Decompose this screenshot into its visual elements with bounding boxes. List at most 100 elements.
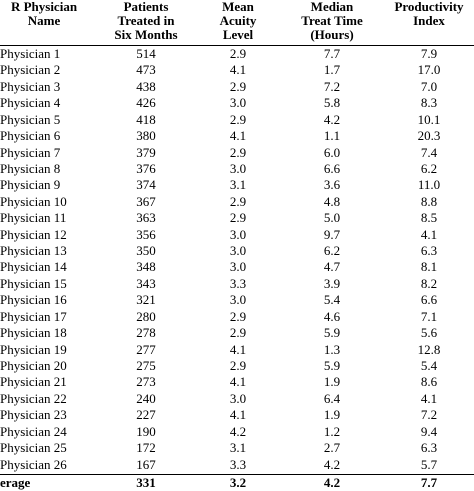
treat-time-cell: 5.0 bbox=[323, 210, 341, 226]
physician-name-cell: Physician 2 bbox=[0, 62, 61, 78]
table-row: Physician 15 343 3.3 3.9 8.2 bbox=[0, 276, 474, 292]
average-patients: 331 bbox=[136, 474, 156, 490]
patients-cell: 273 bbox=[136, 374, 156, 390]
treat-time-cell: 4.2 bbox=[323, 456, 341, 472]
table-row: Physician 21 273 4.1 1.9 8.6 bbox=[0, 374, 474, 390]
productivity-cell: 10.1 bbox=[417, 111, 441, 127]
treat-time-cell: 5.8 bbox=[323, 95, 341, 111]
acuity-cell: 2.9 bbox=[229, 78, 247, 94]
patients-cell: 374 bbox=[136, 177, 156, 193]
table-row: Physician 4 426 3.0 5.8 8.3 bbox=[0, 95, 474, 111]
physician-name-cell: Physician 5 bbox=[0, 111, 61, 127]
physician-name-cell: Physician 3 bbox=[0, 78, 61, 94]
productivity-cell: 8.8 bbox=[420, 193, 438, 209]
treat-time-cell: 1.7 bbox=[323, 62, 341, 78]
table-row: Physician 25 172 3.1 2.7 6.3 bbox=[0, 440, 474, 456]
physician-name-cell: Physician 23 bbox=[0, 407, 67, 423]
table-header: R Physician Name Patients Treated in Six… bbox=[0, 0, 474, 46]
physician-name-cell: Physician 13 bbox=[0, 243, 67, 259]
header-mean-acuity: Mean Acuity Level bbox=[219, 0, 257, 42]
table-row: Physician 11 363 2.9 5.0 8.5 bbox=[0, 210, 474, 226]
treat-time-cell: 1.3 bbox=[323, 341, 341, 357]
physician-name-cell: Physician 19 bbox=[0, 341, 67, 357]
physician-name-cell: Physician 6 bbox=[0, 128, 61, 144]
table-row: Physician 10 367 2.9 4.8 8.8 bbox=[0, 194, 474, 210]
table-row: Physician 22 240 3.0 6.4 4.1 bbox=[0, 391, 474, 407]
physician-name-cell: Physician 21 bbox=[0, 374, 67, 390]
treat-time-cell: 1.2 bbox=[323, 423, 341, 439]
physician-name-cell: Physician 4 bbox=[0, 95, 61, 111]
header-rule bbox=[0, 45, 474, 46]
patients-cell: 418 bbox=[136, 111, 156, 127]
table-row: Physician 1 514 2.9 7.7 7.9 bbox=[0, 46, 474, 62]
acuity-cell: 3.1 bbox=[229, 440, 247, 456]
treat-time-cell: 3.9 bbox=[323, 275, 341, 291]
physician-name-cell: Physician 9 bbox=[0, 177, 61, 193]
patients-cell: 380 bbox=[136, 128, 156, 144]
acuity-cell: 2.9 bbox=[229, 111, 247, 127]
patients-cell: 379 bbox=[136, 144, 156, 160]
productivity-cell: 6.6 bbox=[420, 292, 438, 308]
acuity-cell: 3.0 bbox=[229, 95, 247, 111]
patients-cell: 438 bbox=[136, 78, 156, 94]
patients-cell: 167 bbox=[136, 456, 156, 472]
productivity-cell: 6.2 bbox=[420, 160, 438, 176]
patients-cell: 278 bbox=[136, 325, 156, 341]
patients-cell: 514 bbox=[136, 46, 156, 61]
productivity-cell: 8.3 bbox=[420, 95, 438, 111]
treat-time-cell: 6.0 bbox=[323, 144, 341, 160]
acuity-cell: 3.3 bbox=[229, 275, 247, 291]
physician-name-cell: Physician 8 bbox=[0, 160, 61, 176]
table-row: Physician 19 277 4.1 1.3 12.8 bbox=[0, 342, 474, 358]
header-median-treat-time: Median Treat Time (Hours) bbox=[301, 0, 363, 42]
patients-cell: 363 bbox=[136, 210, 156, 226]
acuity-cell: 2.9 bbox=[229, 144, 247, 160]
treat-time-cell: 6.6 bbox=[323, 160, 341, 176]
treat-time-cell: 5.9 bbox=[323, 357, 341, 373]
productivity-cell: 4.1 bbox=[420, 226, 438, 242]
productivity-cell: 7.0 bbox=[420, 78, 438, 94]
acuity-cell: 4.1 bbox=[229, 407, 247, 423]
header-patients-treated: Patients Treated in Six Months bbox=[114, 0, 178, 42]
acuity-cell: 2.9 bbox=[229, 325, 247, 341]
productivity-cell: 8.5 bbox=[420, 210, 438, 226]
productivity-cell: 7.9 bbox=[420, 46, 438, 61]
treat-time-cell: 4.8 bbox=[323, 193, 341, 209]
table-row: Physician 16 321 3.0 5.4 6.6 bbox=[0, 292, 474, 308]
table-row: Physician 9 374 3.1 3.6 11.0 bbox=[0, 177, 474, 193]
treat-time-cell: 7.7 bbox=[323, 46, 341, 61]
acuity-cell: 2.9 bbox=[229, 46, 247, 61]
physician-name-cell: Physician 15 bbox=[0, 275, 67, 291]
productivity-cell: 17.0 bbox=[417, 62, 441, 78]
acuity-cell: 3.0 bbox=[229, 226, 247, 242]
table-row: Physician 2 473 4.1 1.7 17.0 bbox=[0, 62, 474, 78]
table-row: Physician 12 356 3.0 9.7 4.1 bbox=[0, 227, 474, 243]
patients-cell: 350 bbox=[136, 243, 156, 259]
patients-cell: 240 bbox=[136, 390, 156, 406]
physician-name-cell: Physician 17 bbox=[0, 308, 67, 324]
table-row: Physician 8 376 3.0 6.6 6.2 bbox=[0, 161, 474, 177]
table-row: Physician 7 379 2.9 6.0 7.4 bbox=[0, 145, 474, 161]
physician-name-cell: Physician 22 bbox=[0, 390, 67, 406]
table-row: Physician 3 438 2.9 7.2 7.0 bbox=[0, 79, 474, 95]
physician-name-cell: Physician 11 bbox=[0, 210, 67, 226]
physician-name-cell: Physician 24 bbox=[0, 423, 67, 439]
productivity-cell: 7.4 bbox=[420, 144, 438, 160]
acuity-cell: 3.0 bbox=[229, 160, 247, 176]
patients-cell: 277 bbox=[136, 341, 156, 357]
patients-cell: 473 bbox=[136, 62, 156, 78]
acuity-cell: 3.1 bbox=[229, 177, 247, 193]
productivity-cell: 7.2 bbox=[420, 407, 438, 423]
acuity-cell: 2.9 bbox=[229, 357, 247, 373]
treat-time-cell: 4.6 bbox=[323, 308, 341, 324]
treat-time-cell: 3.6 bbox=[323, 177, 341, 193]
patients-cell: 321 bbox=[136, 292, 156, 308]
treat-time-cell: 6.2 bbox=[323, 243, 341, 259]
patients-cell: 280 bbox=[136, 308, 156, 324]
table-row: Physician 6 380 4.1 1.1 20.3 bbox=[0, 128, 474, 144]
physician-name-cell: Physician 7 bbox=[0, 144, 61, 160]
physician-name-cell: Physician 26 bbox=[0, 456, 67, 472]
productivity-cell: 6.3 bbox=[420, 440, 438, 456]
treat-time-cell: 4.2 bbox=[323, 111, 341, 127]
